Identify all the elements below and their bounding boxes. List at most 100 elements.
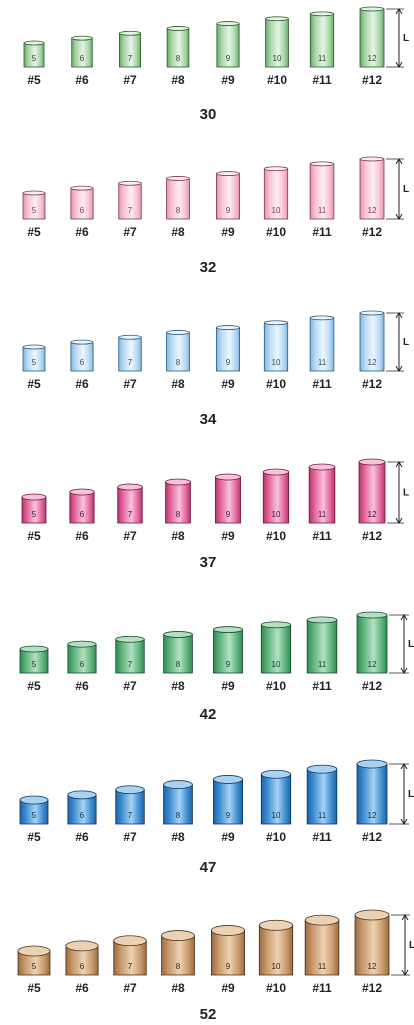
cylinder-label: #12 — [362, 225, 382, 239]
cylinder-top — [213, 775, 243, 784]
cylinder-number: 5 — [32, 206, 37, 215]
cylinder-label: #11 — [312, 529, 332, 543]
cylinder-11: 11 — [308, 463, 336, 524]
cylinder-11: 11 — [309, 315, 335, 372]
cylinder-label: #10 — [266, 225, 286, 239]
size-label: 42 — [200, 706, 217, 723]
cylinder-number: 11 — [318, 962, 327, 971]
cylinder-top — [22, 344, 46, 350]
size-label: 52 — [200, 1006, 217, 1023]
cylinder-group-42: 5 #5 6 #6 7 #7 8 #8 9 #9 10 #10 11 #11 12 #12 L 42 — [19, 611, 414, 723]
cylinder-body — [359, 158, 385, 220]
cylinder-label: #12 — [362, 73, 382, 87]
cylinder-number: 5 — [32, 510, 37, 519]
cylinder-label: #10 — [267, 73, 287, 87]
cylinder-number: 11 — [318, 811, 327, 820]
cylinder-top — [115, 635, 145, 643]
cylinder-top — [309, 315, 335, 321]
length-dimension: L — [391, 914, 414, 976]
cylinder-top — [216, 325, 240, 330]
cylinder-label: #11 — [312, 377, 332, 391]
cylinder-top — [308, 463, 336, 471]
cylinder-label: #9 — [221, 225, 235, 239]
cylinder-8: 8 — [166, 330, 190, 372]
cylinder-number: 7 — [128, 660, 133, 669]
cylinder-6: 6 — [70, 339, 94, 372]
cylinder-9: 9 — [213, 626, 243, 674]
length-label: L — [403, 184, 409, 195]
cylinder-top — [216, 171, 240, 176]
cylinder-6: 6 — [71, 35, 93, 68]
cylinder-number: 10 — [272, 358, 281, 367]
cylinder-body — [117, 486, 143, 524]
cylinder-number: 9 — [226, 962, 231, 971]
cylinder-body — [211, 930, 245, 976]
cylinder-11: 11 — [304, 914, 340, 976]
cylinder-body — [163, 784, 193, 825]
cylinder-number: 10 — [272, 811, 281, 820]
cylinder-top — [21, 493, 47, 501]
cylinder-top — [356, 611, 388, 619]
cylinder-12: 12 — [358, 458, 386, 524]
length-dimension: L — [386, 312, 409, 372]
cylinder-top — [260, 621, 292, 629]
cylinder-number: 12 — [368, 811, 377, 820]
cylinder-number: 6 — [80, 54, 85, 63]
cylinder-label: #7 — [123, 225, 137, 239]
cylinder-top — [262, 468, 290, 476]
cylinder-top — [359, 310, 385, 316]
cylinder-label: #8 — [171, 981, 185, 995]
cylinder-number: 10 — [272, 962, 281, 971]
length-label: L — [403, 488, 409, 499]
cylinder-11: 11 — [309, 161, 335, 220]
cylinder-label: #12 — [362, 830, 382, 844]
cylinder-number: 7 — [128, 811, 133, 820]
cylinder-6: 6 — [65, 940, 99, 976]
cylinder-number: 8 — [176, 54, 181, 63]
cylinder-10: 10 — [260, 621, 292, 674]
cylinder-label: #6 — [75, 981, 89, 995]
cylinder-number: 6 — [80, 660, 85, 669]
cylinder-9: 9 — [216, 21, 240, 68]
cylinder-5: 5 — [23, 40, 45, 68]
cylinder-8: 8 — [163, 631, 193, 674]
cylinder-top — [263, 166, 289, 172]
cylinder-top — [118, 334, 142, 340]
cylinder-label: #5 — [27, 225, 41, 239]
cylinder-group-47: 5 #5 6 #6 7 #7 8 #8 9 #9 10 #10 11 #11 12 #12 L 47 — [19, 759, 414, 876]
cylinder-top — [265, 16, 289, 22]
cylinder-number: 11 — [318, 660, 327, 669]
length-label: L — [409, 940, 414, 951]
cylinder-top — [166, 26, 190, 31]
length-label: L — [403, 33, 409, 44]
length-dimension: L — [386, 158, 409, 220]
cylinder-body — [115, 638, 145, 674]
size-label: 30 — [200, 106, 217, 123]
cylinder-top — [213, 626, 243, 633]
cylinder-number: 7 — [128, 510, 133, 519]
cylinder-label: #9 — [221, 377, 235, 391]
cylinder-label: #10 — [266, 377, 286, 391]
cylinder-group-32: 5 #5 6 #6 7 #7 8 #8 9 #9 10 #10 11 #11 12 #12 L 32 — [22, 156, 409, 276]
cylinder-label: #9 — [221, 679, 235, 693]
cylinder-number: 11 — [318, 510, 327, 519]
cylinder-12: 12 — [356, 759, 388, 825]
cylinder-label: #8 — [171, 529, 185, 543]
cylinder-12: 12 — [356, 611, 388, 674]
cylinder-8: 8 — [166, 26, 190, 68]
cylinder-label: #6 — [75, 529, 89, 543]
cylinder-5: 5 — [17, 945, 51, 976]
cylinder-label: #10 — [266, 830, 286, 844]
cylinder-body — [213, 629, 243, 674]
cylinder-body — [354, 914, 390, 976]
cylinder-label: #7 — [123, 981, 137, 995]
cylinder-top — [216, 21, 240, 26]
cylinder-number: 12 — [368, 54, 377, 63]
cylinder-9: 9 — [211, 925, 245, 976]
cylinder-top — [309, 161, 335, 167]
cylinder-12: 12 — [359, 310, 385, 372]
size-label: 47 — [200, 859, 217, 876]
cylinder-top — [304, 914, 340, 926]
cylinder-5: 5 — [19, 645, 49, 674]
